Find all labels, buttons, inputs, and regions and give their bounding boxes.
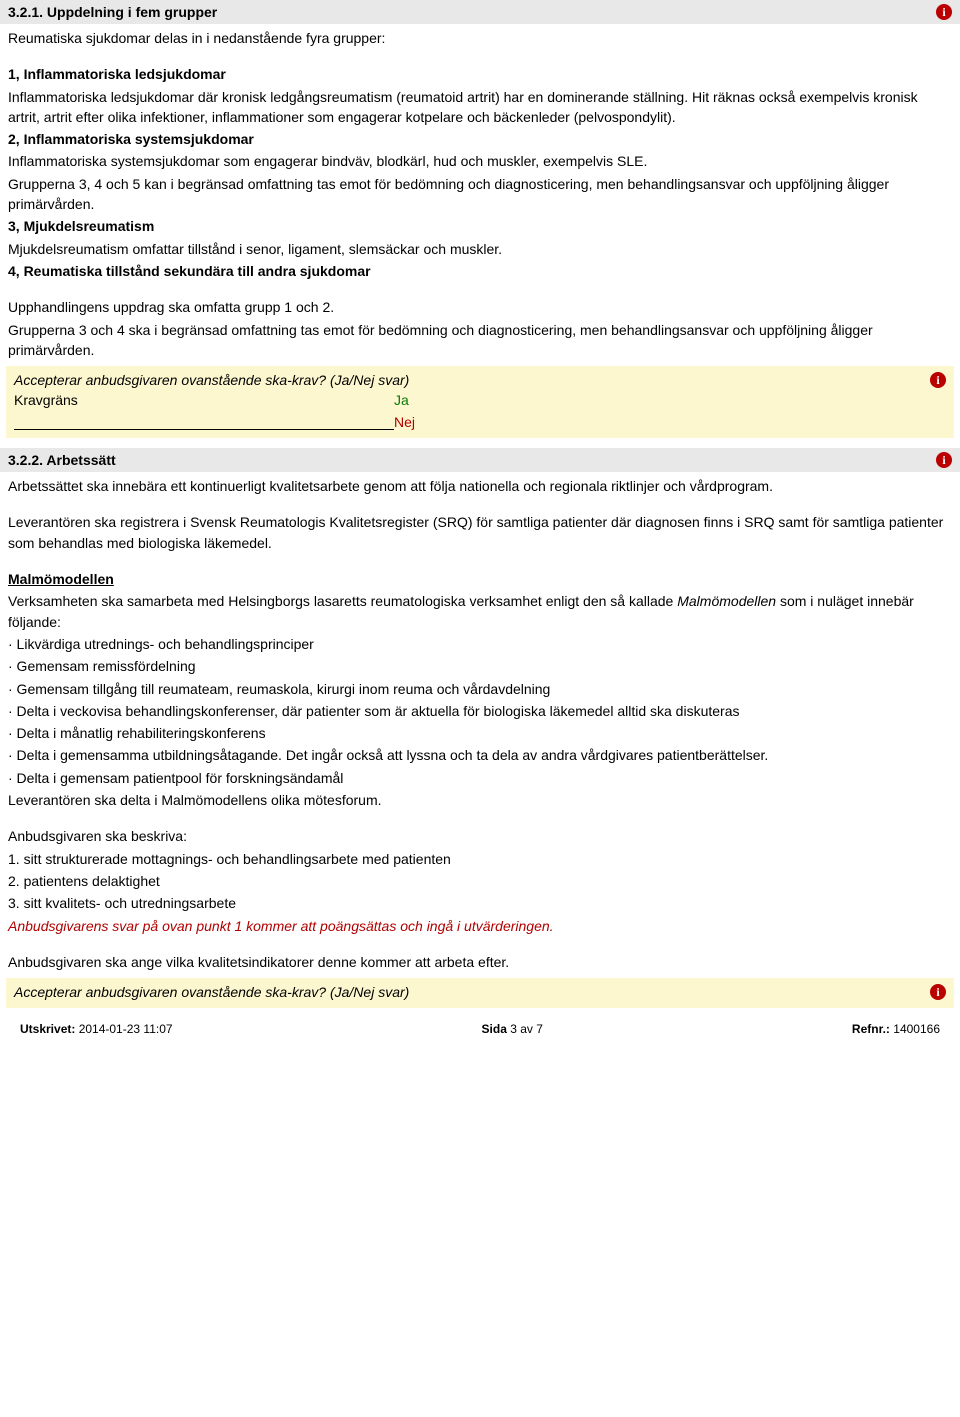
alert-icon: i xyxy=(936,4,952,20)
paragraph: Mjukdelsreumatism omfattar tillstånd i s… xyxy=(8,239,952,259)
paragraph: Anbudsgivaren ska beskriva: xyxy=(8,826,952,846)
page-footer: Utskrivet: 2014-01-23 11:07 Sida 3 av 7 … xyxy=(0,1012,960,1044)
footer-right: Refnr.: 1400166 xyxy=(852,1022,940,1036)
paragraph: Leverantören ska delta i Malmömodellens … xyxy=(8,790,952,810)
paragraph: Leverantören ska registrera i Svensk Reu… xyxy=(8,512,952,553)
paragraph: Verksamheten ska samarbeta med Helsingbo… xyxy=(8,591,952,632)
answer-yes: Ja xyxy=(394,392,514,408)
section-title: 3.2.2. Arbetssätt xyxy=(8,452,116,468)
bullet-item: · Delta i veckovisa behandlingskonferens… xyxy=(8,701,952,721)
footer-label: Refnr.: xyxy=(852,1022,890,1036)
footer-label: Utskrivet: xyxy=(20,1022,75,1036)
answer-no: Nej xyxy=(394,414,514,430)
answer-label: Kravgräns xyxy=(14,392,394,430)
footer-label: Sida xyxy=(482,1022,511,1036)
highlighted-paragraph: Anbudsgivarens svar på ovan punkt 1 komm… xyxy=(8,916,952,936)
footer-value: 3 av 7 xyxy=(510,1022,543,1036)
footer-left: Utskrivet: 2014-01-23 11:07 xyxy=(20,1022,173,1036)
list-item: 1. sitt strukturerade mottagnings- och b… xyxy=(8,849,952,869)
subheading: Malmömodellen xyxy=(8,569,952,589)
bullet-item: · Gemensam remissfördelning xyxy=(8,656,952,676)
bullet-item: · Delta i gemensam patientpool för forsk… xyxy=(8,768,952,788)
footer-value: 1400166 xyxy=(890,1022,940,1036)
footer-center: Sida 3 av 7 xyxy=(482,1022,543,1036)
paragraph: Reumatiska sjukdomar delas in i nedanstå… xyxy=(8,28,952,48)
text-span-italic: Malmömodellen xyxy=(677,593,776,609)
answer-question: Accepterar anbudsgivaren ovanstående ska… xyxy=(14,372,946,388)
subheading: 1, Inflammatoriska ledsjukdomar xyxy=(8,64,952,84)
paragraph: Arbetssättet ska innebära ett kontinuerl… xyxy=(8,476,952,496)
footer-value: 2014-01-23 11:07 xyxy=(75,1022,172,1036)
paragraph: Inflammatoriska systemsjukdomar som enga… xyxy=(8,151,952,171)
list-item: 3. sitt kvalitets- och utredningsarbete xyxy=(8,893,952,913)
paragraph: Grupperna 3 och 4 ska i begränsad omfatt… xyxy=(8,320,952,361)
bullet-item: · Likvärdiga utrednings- och behandlings… xyxy=(8,634,952,654)
subheading: 4, Reumatiska tillstånd sekundära till a… xyxy=(8,261,952,281)
bullet-item: · Delta i gemensamma utbildningsåtagande… xyxy=(8,745,952,765)
answer-box: i Accepterar anbudsgivaren ovanstående s… xyxy=(6,978,954,1008)
bullet-item: · Delta i månatlig rehabiliteringskonfer… xyxy=(8,723,952,743)
alert-icon: i xyxy=(936,452,952,468)
section-body: Arbetssättet ska innebära ett kontinuerl… xyxy=(0,472,960,976)
paragraph: Upphandlingens uppdrag ska omfatta grupp… xyxy=(8,297,952,317)
section-header: 3.2.2. Arbetssätt i xyxy=(0,448,960,472)
bullet-item: · Gemensam tillgång till reumateam, reum… xyxy=(8,679,952,699)
section-title: 3.2.1. Uppdelning i fem grupper xyxy=(8,4,217,20)
subheading: 2, Inflammatoriska systemsjukdomar xyxy=(8,129,952,149)
subheading: 3, Mjukdelsreumatism xyxy=(8,216,952,236)
alert-icon: i xyxy=(930,984,946,1000)
paragraph: Anbudsgivaren ska ange vilka kvalitetsin… xyxy=(8,952,952,972)
paragraph: Grupperna 3, 4 och 5 kan i begränsad omf… xyxy=(8,174,952,215)
section-header: 3.2.1. Uppdelning i fem grupper i xyxy=(0,0,960,24)
answer-question: Accepterar anbudsgivaren ovanstående ska… xyxy=(14,984,946,1000)
section-body: Reumatiska sjukdomar delas in i nedanstå… xyxy=(0,24,960,364)
paragraph: Inflammatoriska ledsjukdomar där kronisk… xyxy=(8,87,952,128)
list-item: 2. patientens delaktighet xyxy=(8,871,952,891)
text-span: Verksamheten ska samarbeta med Helsingbo… xyxy=(8,593,677,609)
answer-box: i Accepterar anbudsgivaren ovanstående s… xyxy=(6,366,954,438)
